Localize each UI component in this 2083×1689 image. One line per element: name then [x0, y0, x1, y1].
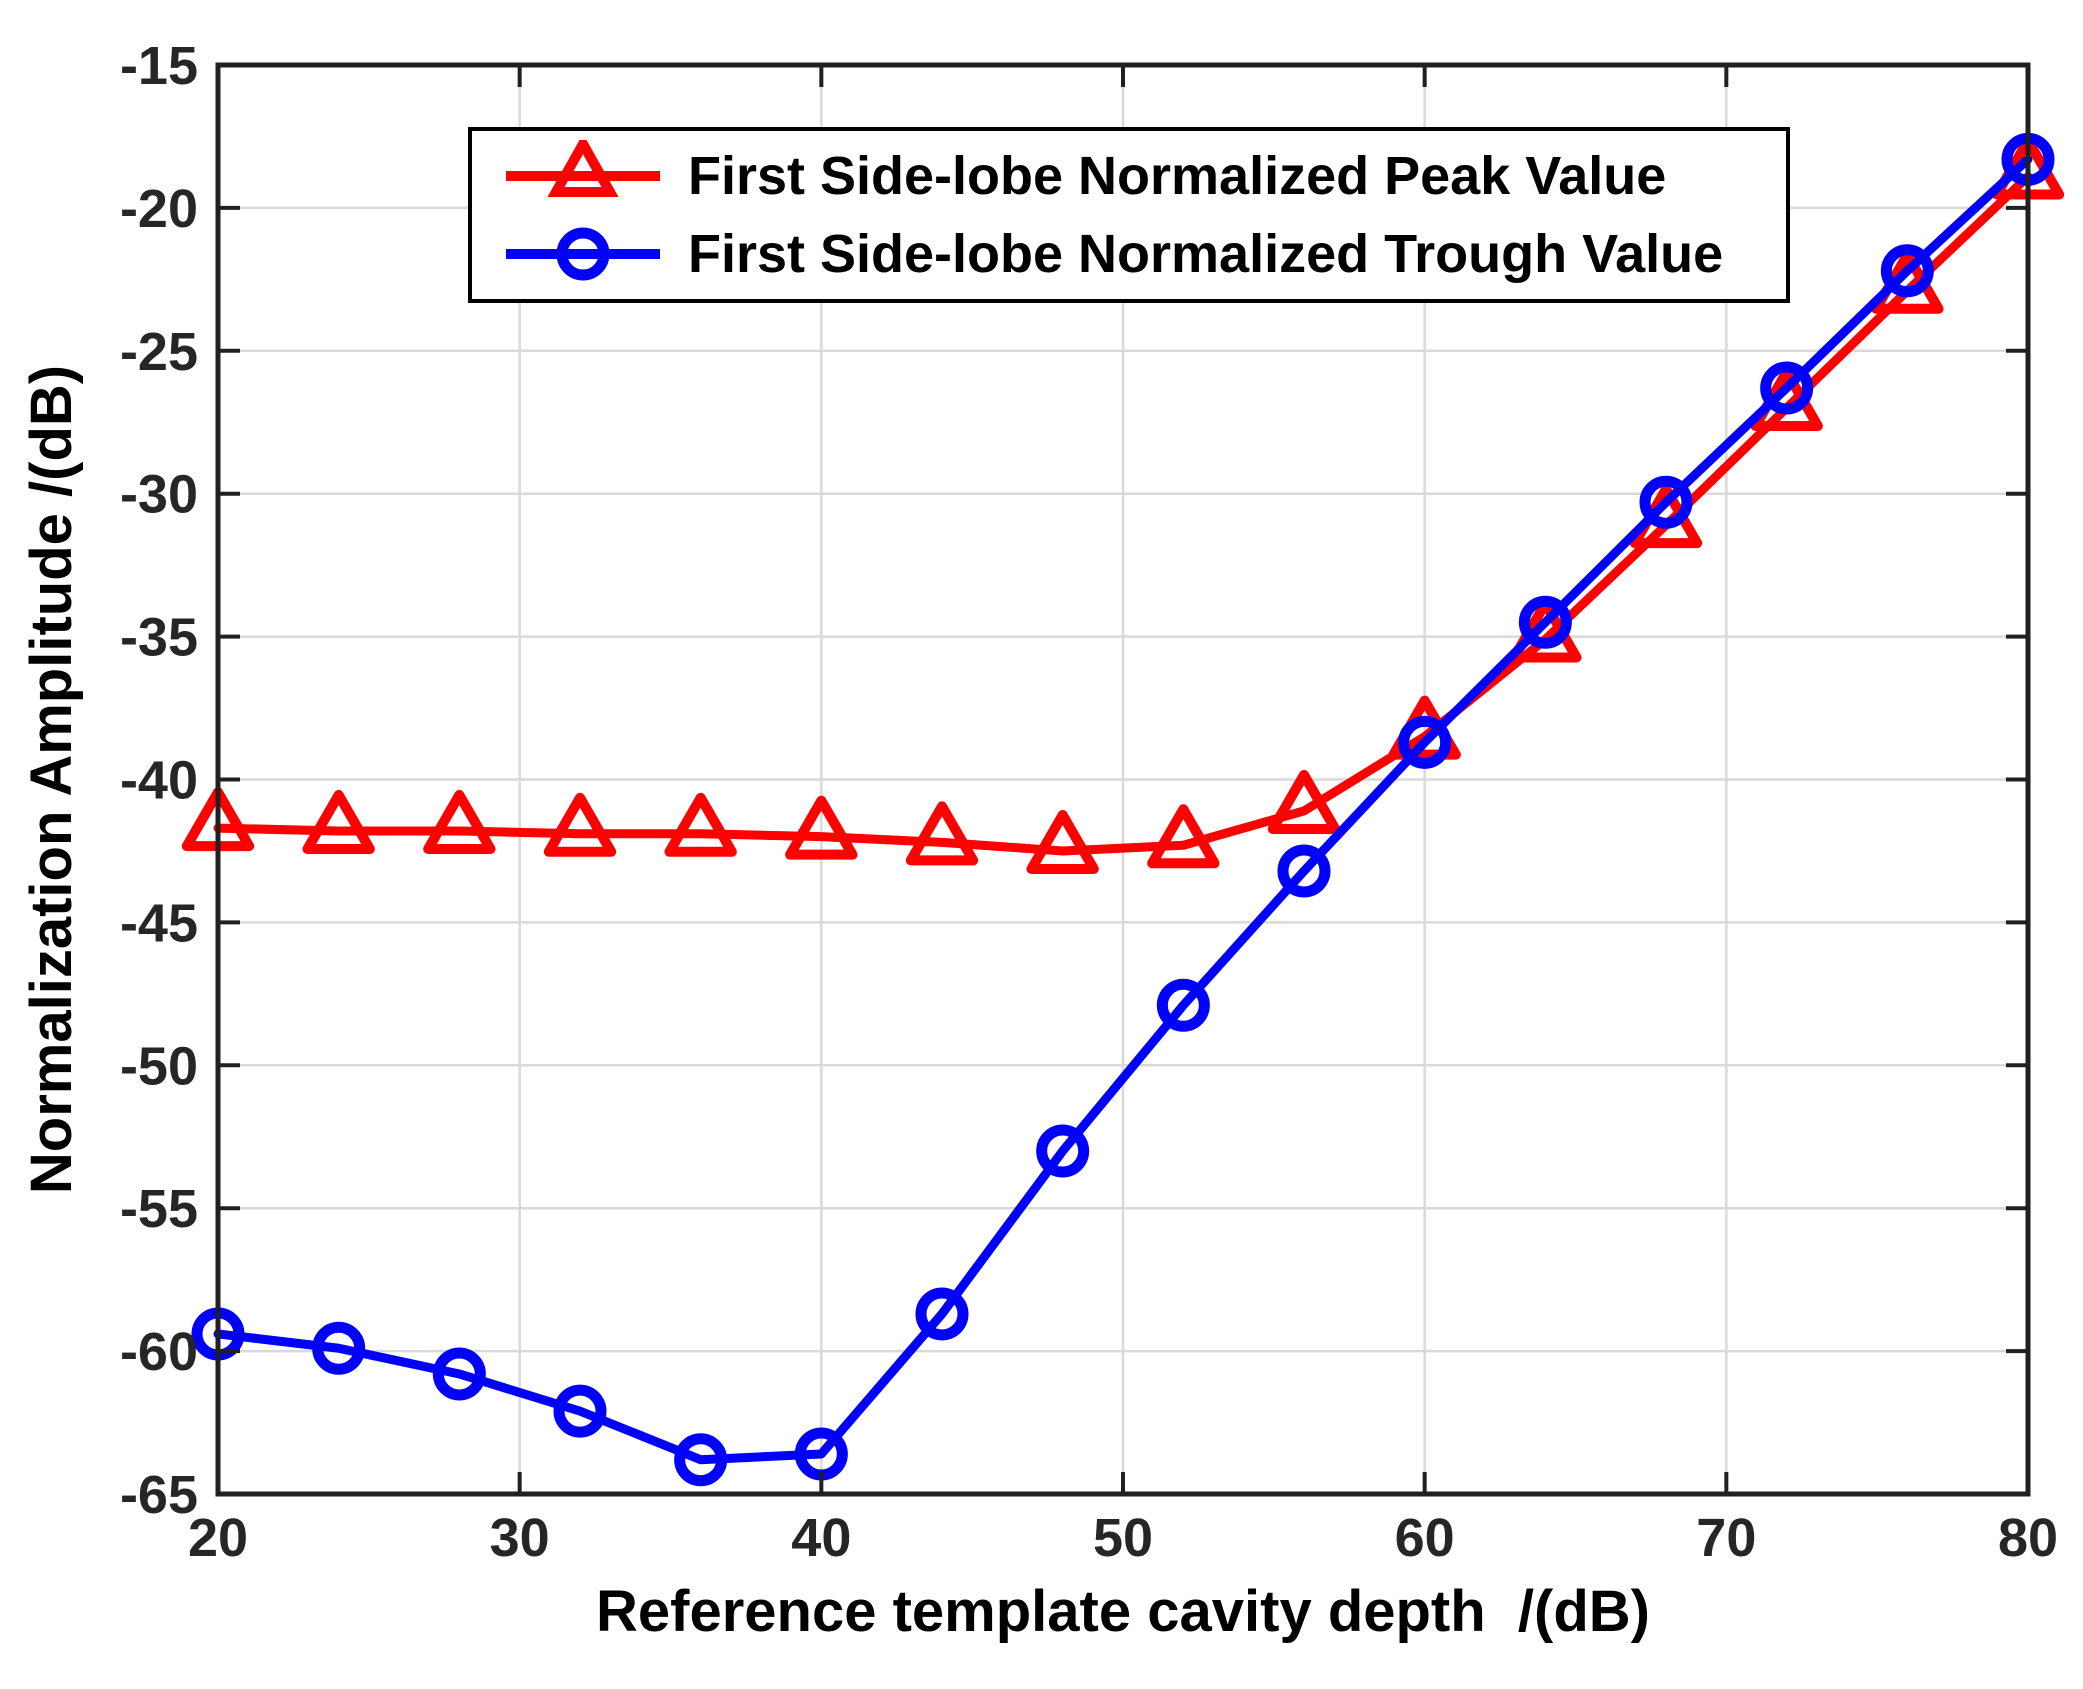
- series-trough-marker: [674, 1433, 728, 1487]
- legend-swatch-peak-line-icon: [506, 140, 660, 197]
- series-trough-marker: [1036, 1124, 1090, 1178]
- legend-label-trough: First Side-lobe Normalized Trough Value: [688, 224, 1724, 284]
- y-axis-label: Normalization Amplitude /(dB): [19, 364, 84, 1195]
- legend-entry-trough: First Side-lobe Normalized Trough Value: [498, 218, 1786, 290]
- y-tick-label: -35: [120, 608, 198, 668]
- legend-swatch-trough-line-icon: [506, 227, 660, 281]
- series-trough-marker: [1518, 595, 1572, 649]
- x-axis-label: Reference template cavity depth /(dB): [596, 1579, 1650, 1644]
- y-tick-label: -20: [120, 179, 198, 239]
- series-peak-marker: [423, 789, 496, 854]
- series-peak-line: [213, 171, 2033, 856]
- series-peak-marker: [664, 792, 737, 857]
- x-tick-label: 50: [1093, 1508, 1153, 1568]
- legend: First Side-lobe Normalized Peak Value Fi…: [468, 127, 1790, 303]
- series-peak-marker: [785, 795, 858, 860]
- series-trough-marker: [1760, 361, 1814, 415]
- series-trough-marker: [1156, 978, 1210, 1032]
- series-peak-marker: [302, 789, 375, 854]
- series-trough-line: [213, 154, 2033, 1465]
- x-tick-label: 70: [1696, 1508, 1756, 1568]
- x-tick-label: 30: [490, 1508, 550, 1568]
- series-trough-marker: [1639, 475, 1693, 529]
- x-tick-label: 60: [1395, 1508, 1455, 1568]
- legend-entry-peak: First Side-lobe Normalized Peak Value: [498, 140, 1786, 212]
- series-trough-marker: [1880, 244, 1934, 298]
- y-tick-label: -30: [120, 465, 198, 525]
- y-tick-label: -45: [120, 893, 198, 953]
- series-trough-marker: [1277, 844, 1331, 898]
- series-peak-marker: [905, 801, 979, 866]
- y-tick-label: -60: [120, 1322, 198, 1382]
- y-tick-label: -15: [120, 36, 198, 96]
- x-tick-label: 40: [791, 1508, 851, 1568]
- legend-label-peak: First Side-lobe Normalized Peak Value: [688, 146, 1667, 206]
- y-tick-label: -55: [120, 1179, 198, 1239]
- series-peak-marker: [1026, 809, 1099, 874]
- y-tick-label: -25: [120, 322, 198, 382]
- x-tick-label: 20: [188, 1508, 248, 1568]
- y-tick-label: -50: [120, 1036, 198, 1096]
- series-peak-marker: [1267, 769, 1341, 834]
- x-tick-label: 80: [1998, 1508, 2058, 1568]
- series-trough-marker: [1398, 715, 1452, 769]
- series-peak-marker: [1147, 804, 1220, 869]
- y-tick-label: -65: [120, 1465, 198, 1525]
- y-tick-label: -40: [120, 751, 198, 811]
- series-peak-marker: [543, 792, 617, 857]
- series-trough-marker: [553, 1384, 607, 1438]
- series-trough-marker: [312, 1321, 366, 1375]
- series-trough-marker: [432, 1347, 486, 1401]
- series-trough-marker: [915, 1287, 969, 1341]
